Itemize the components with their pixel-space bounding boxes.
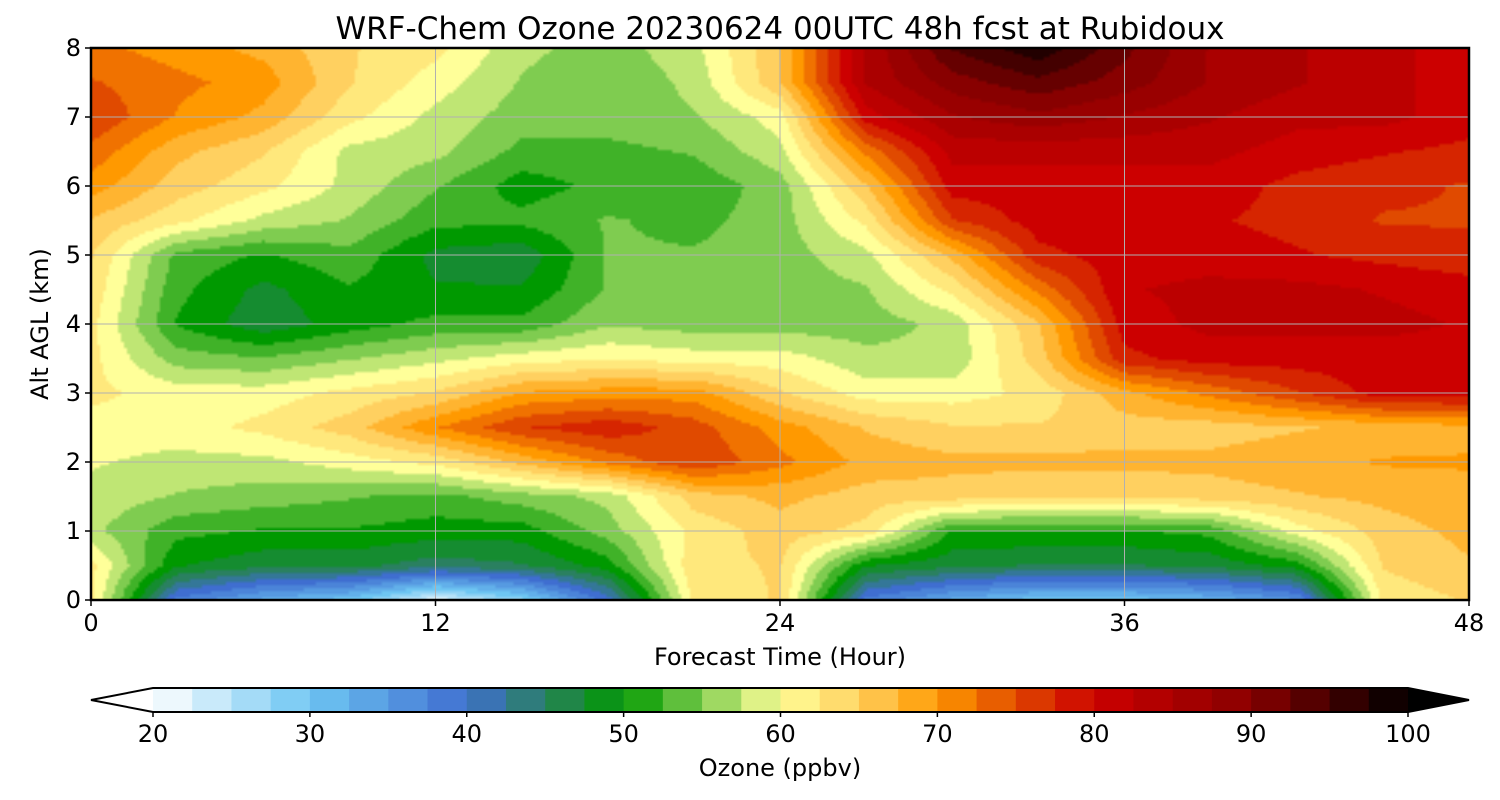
colorbar-label: Ozone (ppbv) <box>699 754 861 782</box>
colorbar-segment <box>1290 688 1331 712</box>
colorbar-tick-label: 100 <box>1385 720 1431 748</box>
colorbar-extend-low <box>91 688 153 712</box>
y-axis-label: Alt AGL (km) <box>26 248 54 400</box>
x-tick-label: 12 <box>420 609 451 637</box>
colorbar <box>90 687 1470 713</box>
colorbar-segment <box>427 688 468 712</box>
colorbar-ticks: 20 30 40 50 60 70 80 90 100 <box>138 712 1431 748</box>
colorbar-segment <box>1211 688 1252 712</box>
colorbar-segment <box>153 688 193 712</box>
x-axis: 0 12 24 36 48 <box>83 600 1484 637</box>
colorbar-segment <box>702 688 742 712</box>
y-tick-label: 2 <box>66 448 81 476</box>
colorbar-segment <box>466 688 507 712</box>
chart-title: WRF-Chem Ozone 20230624 00UTC 48h fcst a… <box>335 11 1224 47</box>
colorbar-tick-label: 80 <box>1079 720 1110 748</box>
colorbar-tick-label: 40 <box>451 720 482 748</box>
x-axis-label: Forecast Time (Hour) <box>654 643 906 671</box>
y-tick-label: 0 <box>66 586 81 614</box>
colorbar-tick-label: 70 <box>922 720 953 748</box>
colorbar-segment <box>1329 688 1370 712</box>
y-tick-label: 4 <box>66 310 81 338</box>
colorbar-tick-label: 20 <box>138 720 169 748</box>
colorbar-tick-label: 50 <box>608 720 639 748</box>
colorbar-segment <box>780 688 821 712</box>
colorbar-segment <box>741 688 782 712</box>
y-tick-label: 6 <box>66 172 81 200</box>
colorbar-segment <box>662 688 703 712</box>
colorbar-segment <box>309 688 350 712</box>
colorbar-segment <box>898 688 938 712</box>
colorbar-segment <box>388 688 429 712</box>
colorbar-extend-high <box>1408 688 1469 712</box>
x-tick-label: 36 <box>1109 609 1140 637</box>
colorbar-segment <box>858 688 899 712</box>
colorbar-segment <box>1133 688 1174 712</box>
colorbar-segment <box>545 688 586 712</box>
colorbar-segment <box>192 688 233 712</box>
colorbar-segment <box>1015 688 1056 712</box>
colorbar-segment <box>349 688 389 712</box>
colorbar-tick-label: 30 <box>295 720 326 748</box>
colorbar-segment <box>1172 688 1213 712</box>
y-tick-label: 1 <box>66 517 81 545</box>
colorbar-segment <box>505 688 546 712</box>
y-tick-label: 8 <box>66 34 81 62</box>
colorbar-segment <box>1368 688 1409 712</box>
y-tick-label: 3 <box>66 379 81 407</box>
colorbar-segment <box>584 688 625 712</box>
colorbar-segment <box>1094 688 1135 712</box>
colorbar-segment <box>270 688 311 712</box>
colorbar-segment <box>937 688 978 712</box>
grid <box>91 48 1469 600</box>
y-tick-label: 7 <box>66 103 81 131</box>
colorbar-segment <box>976 688 1017 712</box>
colorbar-segment <box>1251 688 1291 712</box>
colorbar-segment <box>231 688 272 712</box>
colorbar-segment <box>623 688 664 712</box>
colorbar-segment <box>1055 688 1095 712</box>
y-tick-label: 5 <box>66 241 81 269</box>
colorbar-segment <box>819 688 860 712</box>
x-tick-label: 48 <box>1454 609 1485 637</box>
y-axis: 0 1 2 3 4 5 6 7 8 <box>66 34 91 614</box>
x-tick-label: 0 <box>83 609 98 637</box>
colorbar-tick-label: 90 <box>1236 720 1267 748</box>
colorbar-tick-label: 60 <box>765 720 796 748</box>
x-tick-label: 24 <box>765 609 796 637</box>
